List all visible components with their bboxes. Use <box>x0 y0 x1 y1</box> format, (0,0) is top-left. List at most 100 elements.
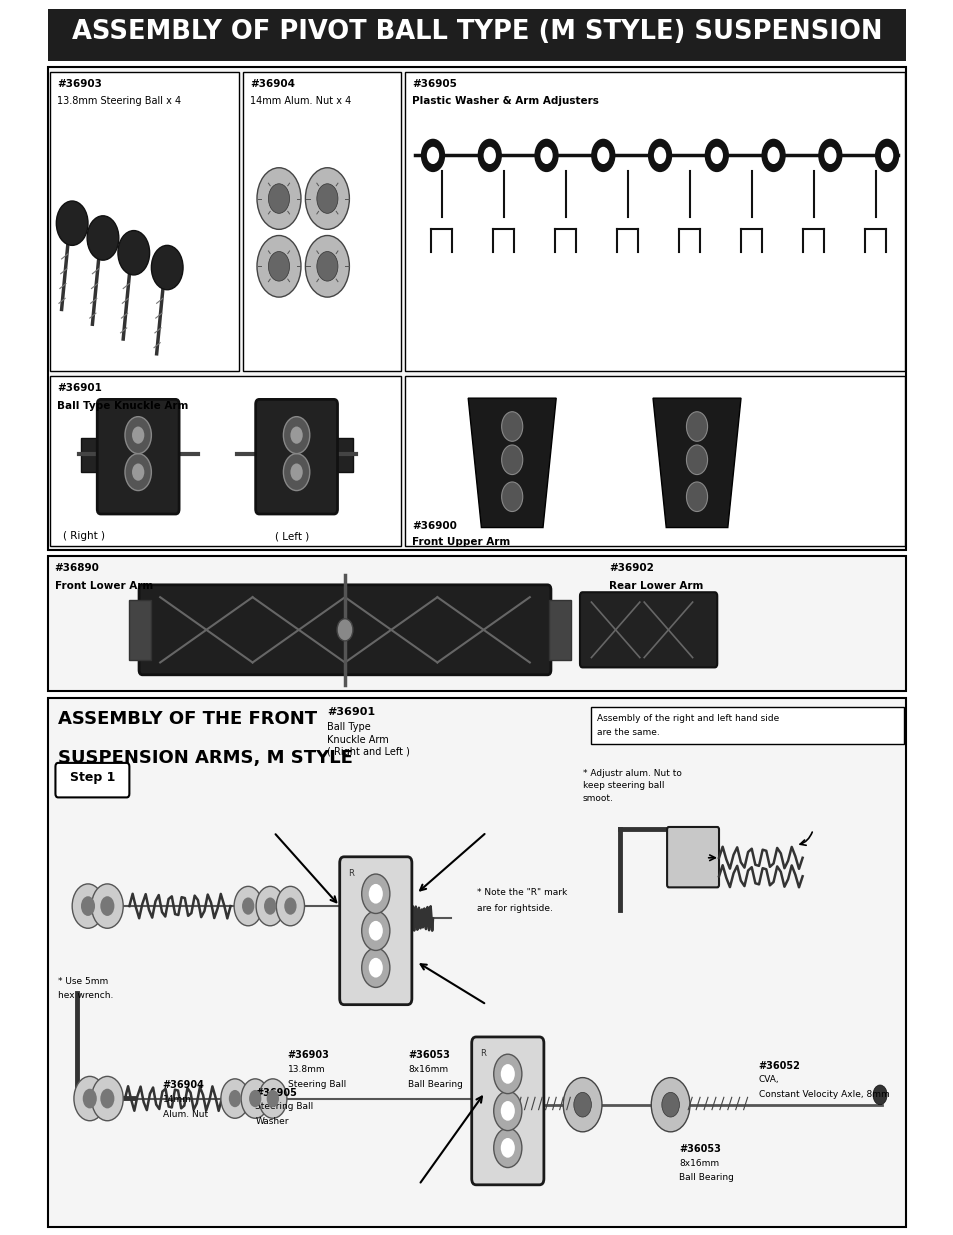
Text: keep steering ball: keep steering ball <box>582 782 663 790</box>
Bar <box>51 72 239 370</box>
Text: #36904: #36904 <box>250 79 294 89</box>
Circle shape <box>221 1079 249 1118</box>
Circle shape <box>535 140 558 172</box>
Bar <box>549 600 571 659</box>
Text: #36903: #36903 <box>57 79 102 89</box>
Text: ( Left ): ( Left ) <box>274 531 309 541</box>
Circle shape <box>501 445 522 474</box>
Circle shape <box>91 884 123 929</box>
Bar <box>51 375 401 546</box>
Text: Front Upper Arm: Front Upper Arm <box>412 537 510 547</box>
Circle shape <box>241 1079 269 1118</box>
Text: CVA,: CVA, <box>758 1076 779 1084</box>
Text: Assembly of the right and left hand side: Assembly of the right and left hand side <box>596 714 778 722</box>
Bar <box>243 72 401 370</box>
Circle shape <box>72 884 104 929</box>
Bar <box>48 556 905 692</box>
Circle shape <box>229 1091 241 1108</box>
Text: * Adjustr alum. Nut to: * Adjustr alum. Nut to <box>582 769 680 778</box>
Circle shape <box>132 463 144 480</box>
Text: #36901: #36901 <box>57 383 102 394</box>
FancyBboxPatch shape <box>339 857 412 1004</box>
Circle shape <box>233 887 262 926</box>
Polygon shape <box>468 398 556 527</box>
Text: Steering Ball: Steering Ball <box>255 1103 314 1112</box>
Circle shape <box>283 453 310 490</box>
Circle shape <box>361 911 390 951</box>
Circle shape <box>255 887 284 926</box>
Circle shape <box>284 898 296 915</box>
Text: Alum. Nut: Alum. Nut <box>163 1110 208 1119</box>
Text: * Note the "R" mark: * Note the "R" mark <box>476 888 567 897</box>
Text: are for rightside.: are for rightside. <box>476 904 553 913</box>
FancyBboxPatch shape <box>666 827 719 888</box>
Bar <box>81 437 101 472</box>
Circle shape <box>686 482 707 511</box>
Circle shape <box>83 1089 96 1109</box>
Bar <box>334 437 353 472</box>
Text: Constant Velocity Axle, 8mm: Constant Velocity Axle, 8mm <box>758 1091 888 1099</box>
Text: 13.8mm: 13.8mm <box>288 1065 325 1073</box>
Circle shape <box>242 898 254 915</box>
Circle shape <box>686 445 707 474</box>
Text: #36900: #36900 <box>412 521 456 531</box>
Text: #36052: #36052 <box>758 1061 800 1071</box>
FancyBboxPatch shape <box>55 763 130 798</box>
Circle shape <box>818 140 841 172</box>
Text: Plastic Washer & Arm Adjusters: Plastic Washer & Arm Adjusters <box>412 96 598 106</box>
Circle shape <box>710 147 722 164</box>
Circle shape <box>305 236 349 298</box>
Circle shape <box>500 1065 515 1084</box>
Circle shape <box>369 884 382 904</box>
Text: are the same.: are the same. <box>596 729 659 737</box>
Circle shape <box>648 140 671 172</box>
Circle shape <box>766 147 779 164</box>
Text: Ball Type: Ball Type <box>327 722 371 732</box>
Circle shape <box>316 252 337 282</box>
Circle shape <box>336 619 353 641</box>
Circle shape <box>483 147 496 164</box>
FancyBboxPatch shape <box>579 593 717 667</box>
FancyBboxPatch shape <box>255 399 337 514</box>
Text: Ball Bearing: Ball Bearing <box>679 1173 734 1182</box>
Text: #36904: #36904 <box>163 1081 205 1091</box>
Circle shape <box>132 426 144 443</box>
Circle shape <box>290 463 302 480</box>
Circle shape <box>125 453 152 490</box>
Text: #36901: #36901 <box>327 708 375 718</box>
Circle shape <box>494 1128 521 1167</box>
Text: #36053: #36053 <box>679 1144 720 1153</box>
Text: 8x16mm: 8x16mm <box>679 1158 719 1167</box>
Circle shape <box>361 948 390 988</box>
Text: Step 1: Step 1 <box>70 771 115 784</box>
Circle shape <box>369 958 382 978</box>
Text: R: R <box>348 869 354 878</box>
Circle shape <box>597 147 609 164</box>
Circle shape <box>361 874 390 914</box>
Bar <box>48 698 905 1228</box>
Circle shape <box>100 1089 114 1109</box>
Circle shape <box>56 201 88 246</box>
Text: ( Right and Left ): ( Right and Left ) <box>327 747 410 757</box>
Circle shape <box>477 140 500 172</box>
Text: Ball Bearing: Ball Bearing <box>408 1079 463 1088</box>
Text: 14mm: 14mm <box>163 1095 192 1104</box>
Circle shape <box>369 921 382 941</box>
Text: #36890: #36890 <box>54 563 99 573</box>
Circle shape <box>573 1093 591 1116</box>
Text: hex wrench.: hex wrench. <box>58 992 113 1000</box>
Text: Steering Ball: Steering Ball <box>288 1079 346 1088</box>
Circle shape <box>118 231 150 275</box>
Circle shape <box>249 1091 261 1108</box>
Circle shape <box>539 147 552 164</box>
Circle shape <box>267 1091 278 1108</box>
Text: #36902: #36902 <box>608 563 653 573</box>
Circle shape <box>872 1086 886 1105</box>
Text: Rear Lower Arm: Rear Lower Arm <box>608 580 702 590</box>
Text: 14mm Alum. Nut x 4: 14mm Alum. Nut x 4 <box>250 96 351 106</box>
Text: SUSPENSION ARMS, M STYLE: SUSPENSION ARMS, M STYLE <box>58 750 353 767</box>
Circle shape <box>761 140 784 172</box>
Circle shape <box>91 1077 123 1120</box>
Circle shape <box>264 898 276 915</box>
Text: 8x16mm: 8x16mm <box>408 1065 448 1073</box>
